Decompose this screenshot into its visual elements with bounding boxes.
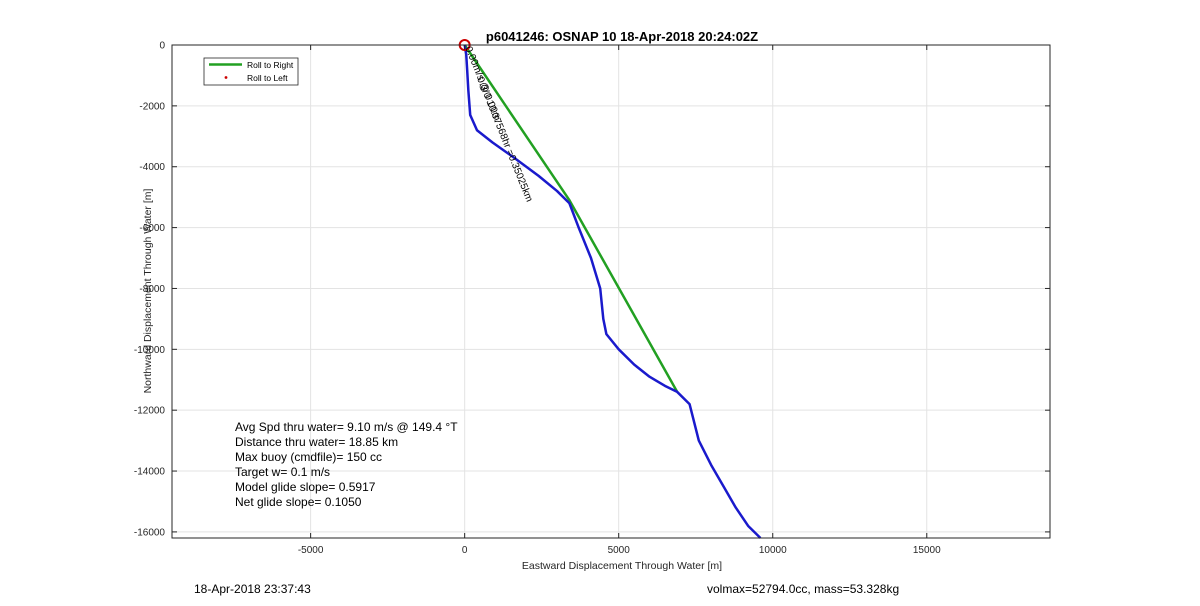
legend-swatch-roll-left [224,76,228,79]
x-axis-label: Eastward Displacement Through Water [m] [522,560,722,572]
y-axis-label: Northward Displacement Through Water [m] [142,189,154,394]
footer-volmax-mass: volmax=52794.0cc, mass=53.328kg [707,582,900,596]
y-tick-label: -10000 [134,345,166,356]
info-line: Net glide slope= 0.1050 [235,495,362,509]
chart-legend: Roll to Right Roll to Left [203,57,299,86]
legend-label-roll-right: Roll to Right [247,60,294,70]
info-line: Avg Spd thru water= 9.10 m/s @ 149.4 °T [235,420,458,434]
x-tick-label: 10000 [759,545,787,556]
y-tick-label: -16000 [134,527,166,538]
info-line: Target w= 0.1 m/s [235,465,330,479]
footer-timestamp: 18-Apr-2018 23:37:43 [194,582,311,596]
y-tick-label: -4000 [139,162,165,173]
y-tick-label: -8000 [139,284,165,295]
legend-box [203,57,299,86]
x-tick-label: 0 [462,545,468,556]
trajectory-annotation: 0.3/0 10.37568hr =0.35025km [474,75,534,203]
x-tick-label: -5000 [298,545,324,556]
x-tick-label: 15000 [913,545,941,556]
axes-box [171,44,1051,539]
y-tick-label: 0 [159,41,165,52]
y-tick-label: -12000 [134,406,166,417]
y-tick-label: -6000 [139,223,165,234]
series-line-1 [463,44,762,539]
info-text-block: Avg Spd thru water= 9.10 m/s @ 149.4 °T … [235,420,458,509]
y-tick-label: -14000 [134,467,166,478]
info-line: Distance thru water= 18.85 km [235,435,398,449]
series-layer [458,39,762,539]
y-tick-label: -2000 [139,101,165,112]
legend-label-roll-left: Roll to Left [247,73,288,83]
info-line: Model glide slope= 0.5917 [235,480,376,494]
series-line-0 [463,44,679,393]
x-tick-label: 5000 [608,545,631,556]
info-line: Max buoy (cmdfile)= 150 cc [235,450,382,464]
tick-layer: -5000 0 5000 10000 15000 0 -2000 -4000 -6000 -800… [134,41,1050,556]
chart-title: p6041246: OSNAP 10 18-Apr-2018 20:24:02Z [486,29,758,44]
